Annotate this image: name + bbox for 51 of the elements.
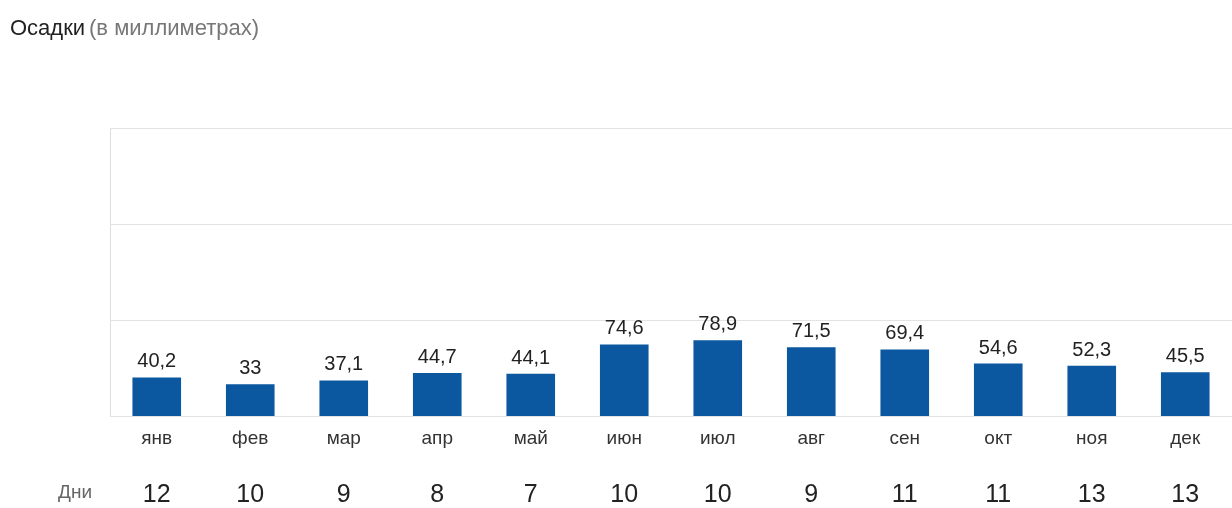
text: 13 [1171,479,1200,507]
bar [973,363,1023,416]
data-label: 40,2 [137,349,177,372]
data-label: 45,5 [1165,344,1205,367]
data-label: 71,5 [791,319,831,342]
text: 9 [804,479,819,507]
data-label: 44,7 [417,345,457,368]
text: 9 [336,479,351,507]
chart-title: Осадки [10,15,86,40]
x-tick-label: май [513,426,548,448]
data-label: 69,4 [885,321,925,344]
bar [880,349,930,416]
text: 10 [236,479,265,507]
bar [1067,365,1117,416]
data-label: 78,9 [698,312,738,335]
x-tick-label: окт [984,426,1013,448]
text: Дни [58,481,92,502]
x-tick-label: сен [889,426,921,448]
bar [132,377,182,416]
text: 11 [891,479,918,507]
x-tick-label: июн [606,426,642,448]
data-label: 33 [239,356,262,379]
bar [693,340,743,416]
text: 12 [142,479,171,507]
x-tick-label: июл [699,426,736,448]
bar [506,373,556,416]
data-label: 44,1 [511,345,551,368]
bar [1160,372,1210,416]
chart-subtitle: (в миллиметрах) [89,15,260,40]
x-tick-label: апр [421,426,453,448]
bar [225,384,275,416]
text: 7 [523,479,538,507]
bar [786,347,836,416]
bar [599,344,649,416]
data-label: 52,3 [1072,337,1112,360]
text: 8 [430,479,445,507]
x-tick-label: авг [797,426,826,448]
text: 10 [610,479,639,507]
x-tick-label: ноя [1076,426,1108,448]
data-label: 74,6 [604,316,644,339]
x-tick-label: фев [232,426,269,448]
x-tick-label: дек [1170,426,1201,448]
data-label: 54,6 [978,335,1018,358]
data-label: 37,1 [324,352,364,375]
text: 11 [985,479,1012,507]
bar [319,380,369,416]
bar [412,373,462,416]
x-tick-label: мар [326,426,361,448]
text: 10 [703,479,732,507]
x-tick-label: янв [141,426,173,448]
text: 13 [1077,479,1106,507]
